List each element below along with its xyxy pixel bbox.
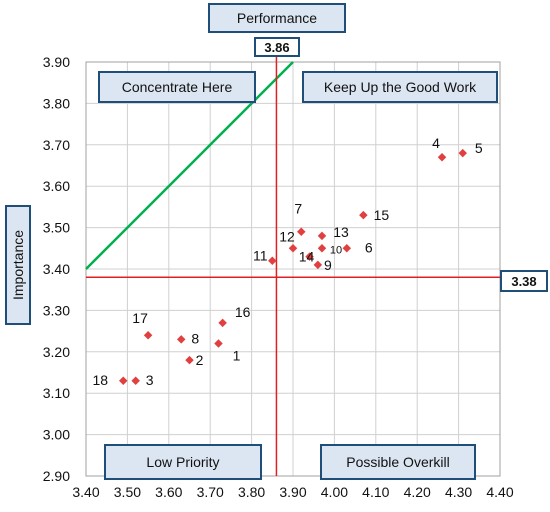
point-label: 3 bbox=[146, 372, 154, 388]
data-point bbox=[288, 244, 298, 253]
grid bbox=[85, 61, 501, 477]
point-label: 17 bbox=[132, 310, 148, 326]
point-label: 2 bbox=[196, 352, 204, 368]
x-mean-value: 3.86 bbox=[264, 39, 290, 55]
reference-lines bbox=[85, 56, 500, 476]
y-axis-title: Importance bbox=[5, 205, 31, 325]
y-mean-value: 3.38 bbox=[511, 273, 537, 289]
point-label: 14 bbox=[299, 249, 315, 265]
data-point bbox=[317, 244, 327, 253]
y-tick-label: 3.60 bbox=[43, 178, 70, 194]
data-point bbox=[218, 318, 227, 328]
x-tick-label: 4.00 bbox=[321, 484, 348, 500]
x-tick-label: 3.80 bbox=[238, 484, 265, 500]
data-point bbox=[437, 152, 447, 162]
quadrant-label: Concentrate Here bbox=[121, 79, 233, 95]
y-tick-label: 3.10 bbox=[43, 385, 70, 401]
point-label: 4 bbox=[432, 135, 440, 151]
y-tick-label: 2.90 bbox=[43, 468, 70, 484]
quadrant-label: Possible Overkill bbox=[346, 454, 450, 470]
quadrant-keep-up: Keep Up the Good Work bbox=[302, 71, 498, 103]
x-tick-label: 3.40 bbox=[72, 484, 99, 500]
quadrant-label: Low Priority bbox=[146, 454, 220, 470]
y-mean-label: 3.38 bbox=[500, 270, 548, 292]
point-label: 13 bbox=[333, 224, 349, 240]
y-tick-label: 3.70 bbox=[43, 137, 70, 153]
data-point bbox=[313, 260, 323, 270]
data-point bbox=[214, 339, 223, 348]
point-label: 7 bbox=[294, 201, 302, 217]
data-point bbox=[359, 210, 368, 220]
quadrant-concentrate-here: Concentrate Here bbox=[98, 71, 256, 103]
point-label: 18 bbox=[92, 372, 108, 388]
x-axis-title: Performance bbox=[208, 3, 346, 33]
point-label: 11 bbox=[253, 248, 268, 264]
data-point bbox=[268, 256, 277, 265]
point-label: 8 bbox=[191, 330, 199, 346]
point-label: 10 bbox=[330, 244, 342, 256]
point-label: 1 bbox=[233, 348, 241, 364]
data-point bbox=[342, 244, 352, 253]
point-label: 16 bbox=[235, 304, 251, 320]
x-tick-label: 3.50 bbox=[114, 484, 141, 500]
x-tick-label: 4.40 bbox=[486, 484, 513, 500]
x-tick-label: 3.90 bbox=[279, 484, 306, 500]
data-point bbox=[119, 376, 128, 386]
y-axis-title-text: Importance bbox=[10, 229, 26, 301]
data-point bbox=[143, 330, 153, 340]
data-point bbox=[131, 376, 140, 386]
point-label: 9 bbox=[324, 257, 332, 273]
data-point bbox=[305, 252, 314, 261]
y-tick-label: 3.90 bbox=[43, 54, 70, 70]
x-mean-label: 3.86 bbox=[254, 37, 300, 57]
point-label: 5 bbox=[475, 140, 483, 156]
point-label: 6 bbox=[365, 239, 373, 255]
data-point bbox=[297, 227, 306, 236]
y-tick-label: 3.80 bbox=[43, 95, 70, 111]
quadrant-low-priority: Low Priority bbox=[104, 444, 262, 480]
point-label: 15 bbox=[374, 207, 390, 223]
axes: 3.40 3.50 3.60 3.70 3.80 3.90 4.00 4.10 4.20 4.30… bbox=[43, 54, 514, 500]
data-point bbox=[176, 335, 186, 344]
y-tick-label: 3.20 bbox=[43, 344, 70, 360]
point-label: 12 bbox=[279, 228, 295, 244]
data-point bbox=[185, 355, 194, 365]
x-axis-title-text: Performance bbox=[236, 10, 318, 26]
y-tick-label: 3.00 bbox=[43, 427, 70, 443]
y-tick-label: 3.50 bbox=[43, 220, 70, 236]
y-tick-label: 3.40 bbox=[43, 261, 70, 277]
diagonal-line bbox=[85, 61, 294, 270]
data-point bbox=[458, 148, 467, 158]
x-tick-label: 4.30 bbox=[445, 484, 472, 500]
x-tick-label: 3.60 bbox=[155, 484, 182, 500]
x-tick-label: 4.10 bbox=[362, 484, 389, 500]
quadrant-label: Keep Up the Good Work bbox=[323, 79, 477, 95]
data-point bbox=[317, 231, 327, 241]
x-tick-label: 4.20 bbox=[404, 484, 431, 500]
y-tick-label: 3.30 bbox=[43, 302, 70, 318]
x-tick-label: 3.70 bbox=[197, 484, 224, 500]
quadrant-possible-overkill: Possible Overkill bbox=[320, 444, 476, 480]
